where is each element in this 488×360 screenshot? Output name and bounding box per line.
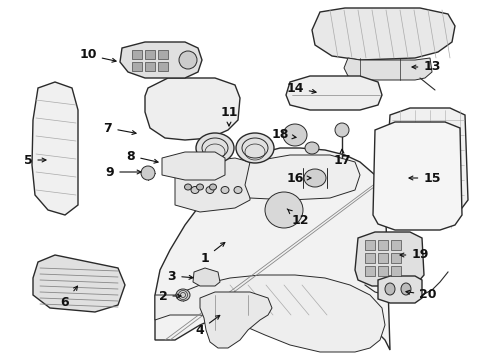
Polygon shape bbox=[244, 155, 359, 200]
Bar bbox=[390, 266, 400, 276]
Bar bbox=[158, 50, 168, 59]
Bar bbox=[377, 253, 387, 263]
Ellipse shape bbox=[384, 283, 394, 295]
Bar bbox=[364, 253, 374, 263]
Ellipse shape bbox=[305, 142, 318, 154]
Ellipse shape bbox=[141, 166, 155, 180]
Polygon shape bbox=[120, 42, 202, 78]
Text: 15: 15 bbox=[408, 171, 440, 184]
Text: 2: 2 bbox=[158, 289, 181, 302]
Bar bbox=[377, 266, 387, 276]
Bar bbox=[145, 50, 155, 59]
Ellipse shape bbox=[179, 51, 197, 69]
Text: 14: 14 bbox=[285, 81, 315, 94]
Ellipse shape bbox=[191, 186, 199, 194]
Text: 19: 19 bbox=[399, 248, 428, 261]
Polygon shape bbox=[33, 255, 125, 312]
Polygon shape bbox=[343, 58, 431, 80]
Text: 17: 17 bbox=[332, 149, 350, 166]
Bar bbox=[390, 253, 400, 263]
Ellipse shape bbox=[400, 283, 410, 295]
Text: 18: 18 bbox=[271, 129, 295, 141]
Polygon shape bbox=[155, 275, 384, 352]
Ellipse shape bbox=[234, 186, 242, 194]
Bar bbox=[132, 50, 142, 59]
Polygon shape bbox=[200, 292, 271, 348]
Ellipse shape bbox=[221, 186, 228, 194]
Text: 6: 6 bbox=[61, 286, 78, 309]
Bar bbox=[364, 266, 374, 276]
Bar bbox=[377, 240, 387, 250]
Polygon shape bbox=[175, 158, 249, 212]
Polygon shape bbox=[32, 82, 78, 215]
Ellipse shape bbox=[196, 184, 203, 190]
Text: 7: 7 bbox=[103, 122, 136, 135]
Ellipse shape bbox=[209, 184, 216, 190]
Ellipse shape bbox=[264, 192, 303, 228]
Bar bbox=[158, 62, 168, 71]
Text: 11: 11 bbox=[220, 105, 237, 126]
Ellipse shape bbox=[205, 186, 214, 194]
Polygon shape bbox=[384, 108, 467, 212]
Text: 10: 10 bbox=[79, 49, 116, 62]
Polygon shape bbox=[377, 276, 421, 303]
Polygon shape bbox=[145, 78, 240, 140]
Text: 4: 4 bbox=[195, 315, 219, 337]
Ellipse shape bbox=[184, 184, 191, 190]
Polygon shape bbox=[285, 76, 381, 110]
Polygon shape bbox=[311, 8, 454, 60]
Text: 8: 8 bbox=[126, 149, 158, 163]
Bar bbox=[390, 240, 400, 250]
Text: 9: 9 bbox=[105, 166, 141, 179]
Text: 20: 20 bbox=[405, 288, 436, 302]
Polygon shape bbox=[354, 232, 423, 286]
Bar bbox=[364, 240, 374, 250]
Text: 12: 12 bbox=[286, 209, 308, 226]
Polygon shape bbox=[155, 148, 389, 350]
Bar bbox=[132, 62, 142, 71]
Bar bbox=[145, 62, 155, 71]
Ellipse shape bbox=[334, 123, 348, 137]
Text: 1: 1 bbox=[200, 243, 224, 265]
Polygon shape bbox=[193, 268, 220, 286]
Polygon shape bbox=[372, 122, 461, 230]
Ellipse shape bbox=[304, 169, 325, 187]
Text: 5: 5 bbox=[23, 153, 46, 166]
Text: 16: 16 bbox=[286, 171, 310, 184]
Ellipse shape bbox=[236, 133, 273, 163]
Polygon shape bbox=[162, 152, 224, 180]
Text: 13: 13 bbox=[411, 60, 440, 73]
Ellipse shape bbox=[283, 124, 306, 146]
Ellipse shape bbox=[196, 133, 234, 163]
Text: 3: 3 bbox=[167, 270, 193, 283]
Ellipse shape bbox=[176, 289, 190, 301]
